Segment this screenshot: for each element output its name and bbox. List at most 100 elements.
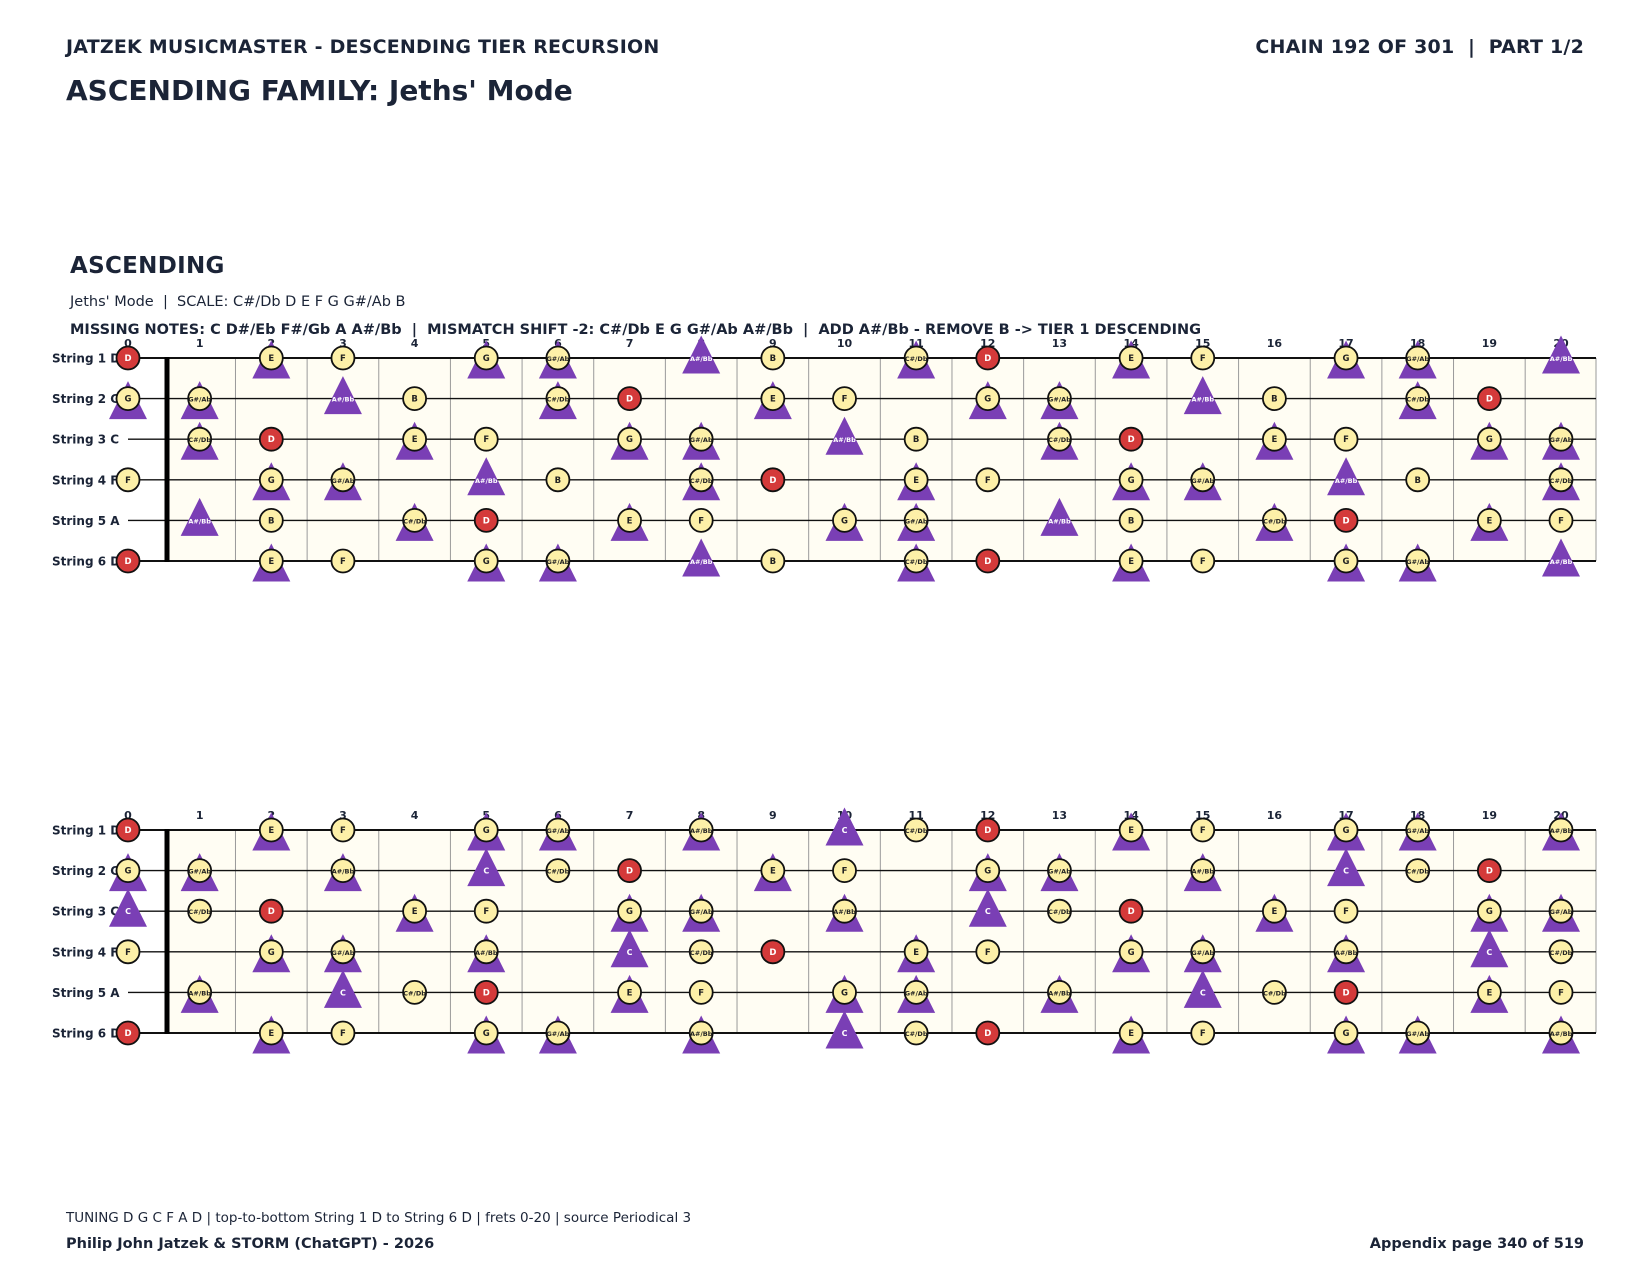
note-marker-f: F — [473, 426, 499, 452]
note-marker-e: E — [395, 893, 434, 932]
note-circle — [1262, 426, 1287, 452]
note-circle — [903, 817, 929, 843]
note-label: C#/Db — [1550, 949, 1573, 957]
note-marker-e: E — [610, 974, 649, 1013]
note-circle — [545, 386, 571, 411]
note-marker-d: D — [1118, 898, 1144, 924]
note-circle — [1333, 817, 1359, 843]
note-marker-as-bb: A#/Bb — [682, 812, 721, 851]
note-circle — [258, 1020, 284, 1046]
note-circle — [1118, 467, 1144, 493]
note-label: D — [483, 516, 490, 526]
note-circle — [1333, 898, 1359, 924]
note-circle — [258, 467, 284, 493]
note-circle — [258, 507, 284, 533]
note-marker-e: E — [1255, 421, 1294, 460]
footer-credit: Philip John Jatzek & STORM (ChatGPT) - 2… — [66, 1236, 435, 1252]
note-marker-d: D — [115, 345, 141, 371]
note-label: C#/Db — [188, 436, 211, 444]
note-circle — [617, 979, 642, 1005]
note-marker-gs-ab: G#/Ab — [538, 543, 577, 582]
note-marker-f: F — [330, 345, 356, 371]
note-label: C#/Db — [1550, 477, 1573, 485]
note-circle — [1047, 898, 1072, 924]
note-marker-gs-ab: G#/Ab — [1398, 1015, 1437, 1054]
note-label: E — [412, 435, 418, 445]
note-label: G — [841, 988, 848, 998]
root-circle — [975, 817, 1001, 843]
note-label: G — [125, 395, 132, 405]
note-label: C#/Db — [1263, 517, 1286, 525]
note-marker-f: F — [1333, 898, 1359, 924]
note-marker-cs-db: C#/Db — [682, 462, 721, 501]
note-circle — [330, 858, 356, 883]
note-label: F — [125, 476, 131, 486]
string-label: String 6 D — [52, 1027, 120, 1041]
triangle-marker — [1183, 969, 1222, 1008]
note-marker-as-bb: A#/Bb — [1327, 934, 1366, 973]
note-marker-gs-ab: G#/Ab — [538, 1015, 577, 1054]
note-circle — [330, 1020, 356, 1046]
note-label: G — [984, 867, 991, 877]
note-circle — [1262, 507, 1287, 533]
triangle-marker — [682, 335, 721, 374]
note-circle — [545, 345, 571, 371]
note-marker-c: C — [1470, 929, 1509, 968]
note-label: F — [340, 826, 346, 836]
note-label: C#/Db — [1263, 989, 1286, 997]
triangle-marker — [323, 969, 362, 1008]
note-label: E — [1271, 907, 1277, 917]
root-circle — [258, 426, 284, 452]
note-marker-f: F — [1190, 1020, 1216, 1046]
note-marker-d: D — [115, 817, 141, 843]
note-marker-as-bb: A#/Bb — [825, 416, 864, 455]
note-label: G — [626, 435, 633, 445]
note-circle — [903, 507, 929, 533]
triangle-marker — [1183, 376, 1222, 415]
note-label: G#/Ab — [1048, 868, 1071, 876]
note-label: F — [340, 354, 346, 364]
note-marker-f: F — [1190, 345, 1216, 371]
note-label: G#/Ab — [1406, 558, 1429, 566]
string-label: String 1 D — [52, 824, 120, 838]
note-circle — [1548, 1020, 1574, 1046]
note-circle — [258, 817, 284, 843]
fret-number-label: 13 — [1052, 809, 1067, 822]
nut — [164, 829, 170, 1034]
note-marker-b: B — [760, 548, 786, 574]
note-label: D — [769, 476, 776, 486]
triangle-label: A#/Bb — [188, 517, 211, 525]
note-marker-d: D — [760, 939, 786, 965]
note-label: G — [841, 516, 848, 526]
note-circle — [545, 817, 571, 843]
note-circle — [473, 898, 499, 924]
note-circle — [688, 467, 714, 493]
string-label: String 4 F — [52, 945, 118, 959]
note-marker-as-bb: A#/Bb — [180, 974, 219, 1013]
page-title: ASCENDING FAMILY: Jeths' Mode — [66, 74, 573, 107]
note-circle — [330, 548, 356, 574]
note-label: G#/Ab — [546, 1030, 569, 1038]
note-circle — [402, 386, 428, 411]
note-circle — [903, 548, 929, 574]
note-label: C#/Db — [547, 868, 570, 876]
note-label: C#/Db — [1048, 436, 1071, 444]
note-label: B — [1128, 516, 1134, 526]
note-label: A#/Bb — [188, 989, 211, 997]
note-marker-d: D — [1476, 386, 1502, 411]
string-label: String 2 G — [52, 864, 120, 878]
triangle-label: C — [483, 867, 489, 876]
triangle-marker — [825, 416, 864, 455]
note-circle — [473, 548, 499, 574]
note-circle — [545, 1020, 571, 1046]
note-circle — [1333, 548, 1359, 574]
note-label: B — [1414, 476, 1420, 486]
note-label: E — [268, 557, 274, 567]
note-marker-cs-db: C#/Db — [187, 898, 213, 924]
note-label: E — [913, 476, 919, 486]
note-circle — [1190, 345, 1216, 371]
note-circle — [1190, 817, 1216, 843]
note-marker-e: E — [897, 462, 936, 501]
triangle-marker — [682, 538, 721, 577]
note-circle — [1190, 858, 1216, 883]
